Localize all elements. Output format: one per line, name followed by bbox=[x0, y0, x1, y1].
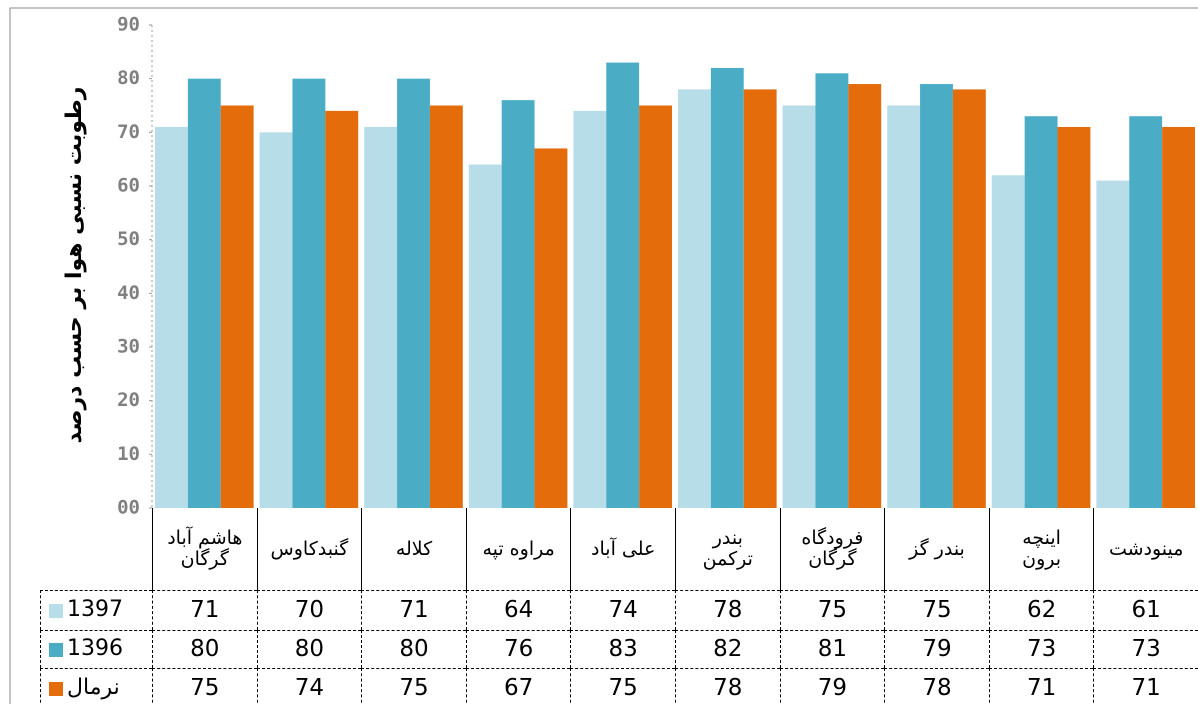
table-value: 80 bbox=[256, 630, 362, 668]
table-value: 79 bbox=[884, 630, 989, 668]
table-value: 75 bbox=[884, 590, 989, 630]
bar bbox=[991, 175, 1025, 508]
bar bbox=[606, 62, 640, 509]
category-label: فرودگاه گرگان bbox=[779, 508, 885, 590]
y-tick-label: 40 bbox=[117, 282, 140, 304]
table-value: 62 bbox=[988, 590, 1094, 630]
bar bbox=[678, 89, 711, 509]
table-value: 71 bbox=[1093, 668, 1198, 704]
bar bbox=[1096, 180, 1130, 508]
y-tick-label: 10 bbox=[117, 443, 140, 465]
table-value: 81 bbox=[779, 630, 885, 668]
category-label: مراوه تپه bbox=[465, 508, 571, 590]
bar bbox=[501, 100, 535, 508]
bar bbox=[920, 84, 953, 509]
category-label: بندر ترکمن bbox=[675, 508, 780, 590]
table-value: 80 bbox=[152, 630, 257, 668]
bar bbox=[397, 78, 430, 509]
table-value: 73 bbox=[1093, 630, 1198, 668]
bar bbox=[187, 78, 221, 509]
y-tick-label: 70 bbox=[117, 121, 140, 143]
category-label: گنبدکاوس bbox=[256, 508, 362, 590]
category-label: کلاله bbox=[361, 508, 466, 590]
legend-swatch bbox=[49, 681, 63, 696]
legend-entry: نرمال bbox=[40, 668, 152, 704]
bar bbox=[468, 164, 502, 509]
legend-entry: 1397 bbox=[40, 590, 152, 630]
bar bbox=[155, 126, 188, 508]
table-value: 80 bbox=[361, 630, 466, 668]
table-value: 67 bbox=[465, 668, 571, 704]
chart-border bbox=[9, 7, 1198, 704]
table-value: 71 bbox=[361, 590, 466, 630]
bar bbox=[259, 132, 293, 509]
legend-label: 1396 bbox=[67, 636, 123, 662]
table-value: 74 bbox=[256, 668, 362, 704]
bar bbox=[639, 105, 672, 508]
legend-label: نرمال bbox=[67, 675, 120, 701]
category-label: اینچه برون bbox=[988, 508, 1094, 590]
bar bbox=[534, 148, 568, 508]
table-value: 61 bbox=[1093, 590, 1198, 630]
table-value: 74 bbox=[570, 590, 675, 630]
table-value: 73 bbox=[988, 630, 1094, 668]
bar bbox=[325, 110, 359, 508]
category-label: بندر گز bbox=[884, 508, 989, 590]
bar bbox=[952, 89, 986, 509]
y-tick-label: 20 bbox=[117, 389, 140, 411]
bar bbox=[1162, 126, 1195, 508]
y-tick-label: 60 bbox=[117, 175, 140, 197]
y-tick-label: 80 bbox=[117, 67, 140, 89]
legend-swatch bbox=[49, 642, 63, 657]
legend-label: 1397 bbox=[67, 597, 123, 623]
table-value: 78 bbox=[675, 590, 780, 630]
y-tick-label: 50 bbox=[117, 228, 140, 250]
bar bbox=[573, 110, 607, 508]
bar bbox=[220, 105, 254, 508]
category-label: هاشم آباد گرگان bbox=[152, 508, 257, 590]
y-tick-label: 00 bbox=[117, 497, 140, 519]
bar bbox=[292, 78, 326, 509]
bar bbox=[429, 105, 463, 508]
table-value: 75 bbox=[361, 668, 466, 704]
table-value: 78 bbox=[675, 668, 780, 704]
bar bbox=[1057, 126, 1091, 508]
legend-swatch bbox=[49, 603, 63, 618]
y-axis-title: رطوبت نسبی هوا بر حسب درصد bbox=[62, 87, 87, 444]
bar bbox=[364, 126, 398, 508]
table-value: 71 bbox=[152, 590, 257, 630]
bar bbox=[782, 105, 816, 508]
table-value: 83 bbox=[570, 630, 675, 668]
bar bbox=[1129, 116, 1163, 508]
table-value: 75 bbox=[779, 590, 885, 630]
bar bbox=[743, 89, 777, 509]
bar bbox=[815, 73, 849, 509]
y-tick-label: 30 bbox=[117, 336, 140, 358]
table-value: 71 bbox=[988, 668, 1094, 704]
bar bbox=[848, 84, 882, 509]
bar bbox=[887, 105, 921, 508]
category-label: مینودشت bbox=[1093, 508, 1198, 590]
table-value: 82 bbox=[675, 630, 780, 668]
table-value: 75 bbox=[152, 668, 257, 704]
table-value: 64 bbox=[465, 590, 571, 630]
y-tick-label: 90 bbox=[117, 14, 140, 36]
category-label: علی آباد bbox=[570, 508, 675, 590]
bar bbox=[1024, 116, 1058, 508]
bar bbox=[710, 67, 744, 508]
legend-entry: 1396 bbox=[40, 630, 152, 668]
table-value: 78 bbox=[884, 668, 989, 704]
table-value: 79 bbox=[779, 668, 885, 704]
table-value: 76 bbox=[465, 630, 571, 668]
table-value: 70 bbox=[256, 590, 362, 630]
table-value: 75 bbox=[570, 668, 675, 704]
